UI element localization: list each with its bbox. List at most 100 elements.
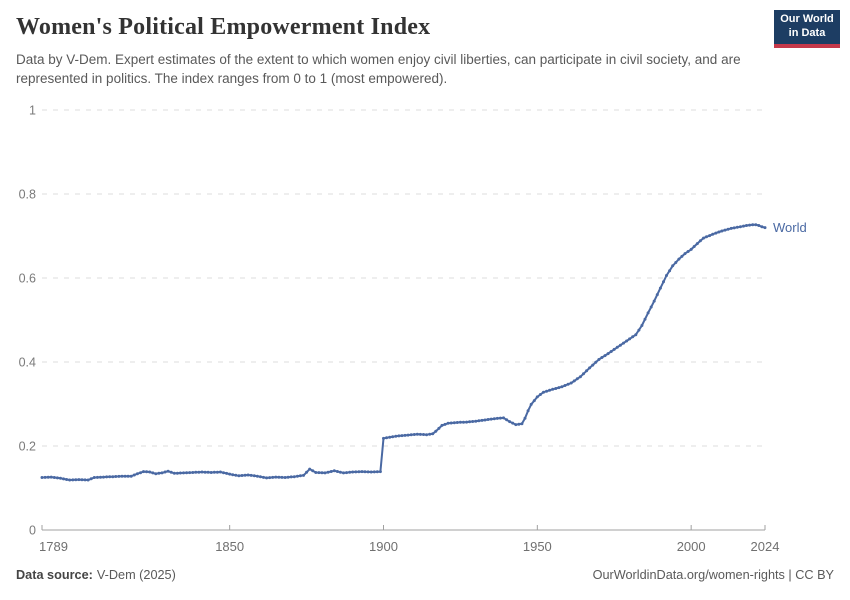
data-point	[283, 476, 287, 479]
data-point	[99, 475, 102, 479]
data-point	[175, 471, 179, 475]
data-point	[163, 470, 167, 474]
data-point	[77, 478, 81, 482]
data-point	[471, 420, 475, 423]
data-point	[686, 250, 690, 253]
data-point	[708, 234, 712, 238]
data-point	[615, 345, 619, 349]
data-point	[655, 293, 659, 297]
data-point	[597, 358, 601, 361]
data-point	[492, 417, 496, 421]
data-point	[268, 476, 272, 480]
data-point	[203, 470, 207, 474]
data-point	[517, 422, 521, 426]
data-point	[388, 435, 392, 439]
data-point	[126, 474, 130, 478]
data-point	[311, 469, 315, 473]
world-line[interactable]	[41, 223, 766, 481]
data-point	[698, 239, 702, 243]
data-point	[588, 366, 592, 370]
data-point	[178, 471, 182, 475]
x-tick-label: 1850	[215, 539, 244, 554]
data-point	[385, 436, 389, 440]
data-point	[548, 388, 552, 392]
y-tick-label: 0.6	[19, 272, 36, 286]
data-point	[443, 422, 447, 426]
data-point	[280, 475, 284, 479]
data-point	[218, 470, 222, 474]
data-point	[160, 471, 164, 475]
data-point	[652, 299, 656, 303]
data-point	[437, 426, 441, 430]
y-tick-label: 0.4	[19, 356, 36, 370]
data-point	[286, 475, 290, 479]
data-point	[246, 473, 250, 477]
owid-logo-text: Our World in Data	[774, 10, 840, 44]
data-point	[314, 471, 318, 474]
series-label-world[interactable]: World	[773, 220, 807, 235]
data-point	[329, 470, 333, 473]
data-point	[234, 473, 238, 477]
data-point	[169, 470, 173, 474]
data-point	[554, 387, 558, 390]
footer-link[interactable]: OurWorldinData.org/women-rights | CC BY	[592, 568, 834, 582]
data-point	[265, 476, 269, 480]
data-point	[366, 470, 370, 474]
data-point	[505, 418, 509, 422]
data-point	[726, 227, 730, 231]
data-point	[111, 475, 115, 479]
data-point	[172, 471, 176, 475]
data-point	[255, 474, 259, 478]
data-point	[271, 475, 275, 479]
data-point	[43, 475, 47, 479]
data-point	[692, 245, 696, 248]
y-tick-label: 0.8	[19, 188, 36, 202]
data-point	[120, 474, 124, 478]
data-point	[194, 470, 198, 474]
data-point	[508, 420, 512, 424]
data-point	[658, 286, 662, 290]
y-tick-label: 1	[29, 104, 36, 118]
data-point	[695, 242, 699, 246]
data-point	[560, 385, 564, 389]
data-point	[717, 230, 721, 234]
data-point	[74, 478, 78, 482]
y-gridlines: 0 0.2 0.4 0.6 0.8 1	[19, 104, 768, 538]
data-point	[702, 236, 705, 240]
data-point	[351, 470, 355, 474]
data-point	[483, 418, 487, 422]
data-point	[212, 470, 216, 474]
data-point	[157, 471, 161, 475]
data-point	[105, 475, 109, 479]
data-point	[665, 274, 668, 277]
x-tick-label: 1950	[523, 539, 552, 554]
data-point	[197, 470, 201, 474]
data-point	[289, 475, 293, 479]
data-point	[637, 328, 641, 332]
data-point	[95, 475, 99, 479]
y-tick-label: 0.2	[19, 440, 36, 454]
data-point	[729, 226, 733, 230]
data-point	[760, 225, 764, 229]
y-tick-label: 0	[29, 524, 36, 538]
data-point	[262, 475, 265, 479]
data-point	[132, 473, 136, 477]
data-point	[185, 471, 189, 475]
data-point	[529, 402, 533, 406]
data-point	[477, 419, 481, 423]
data-point	[320, 471, 324, 475]
data-point	[369, 470, 373, 474]
data-point	[566, 382, 570, 386]
data-point	[139, 471, 142, 475]
series-world[interactable]	[40, 223, 767, 482]
data-point	[166, 469, 170, 473]
data-point	[634, 333, 638, 337]
owid-logo[interactable]: Our World in Data	[774, 10, 840, 48]
data-point	[142, 470, 145, 474]
data-source-label: Data source:	[16, 568, 93, 582]
data-point	[298, 474, 302, 478]
data-point	[748, 223, 752, 227]
data-point	[591, 363, 595, 367]
data-point	[348, 470, 352, 474]
